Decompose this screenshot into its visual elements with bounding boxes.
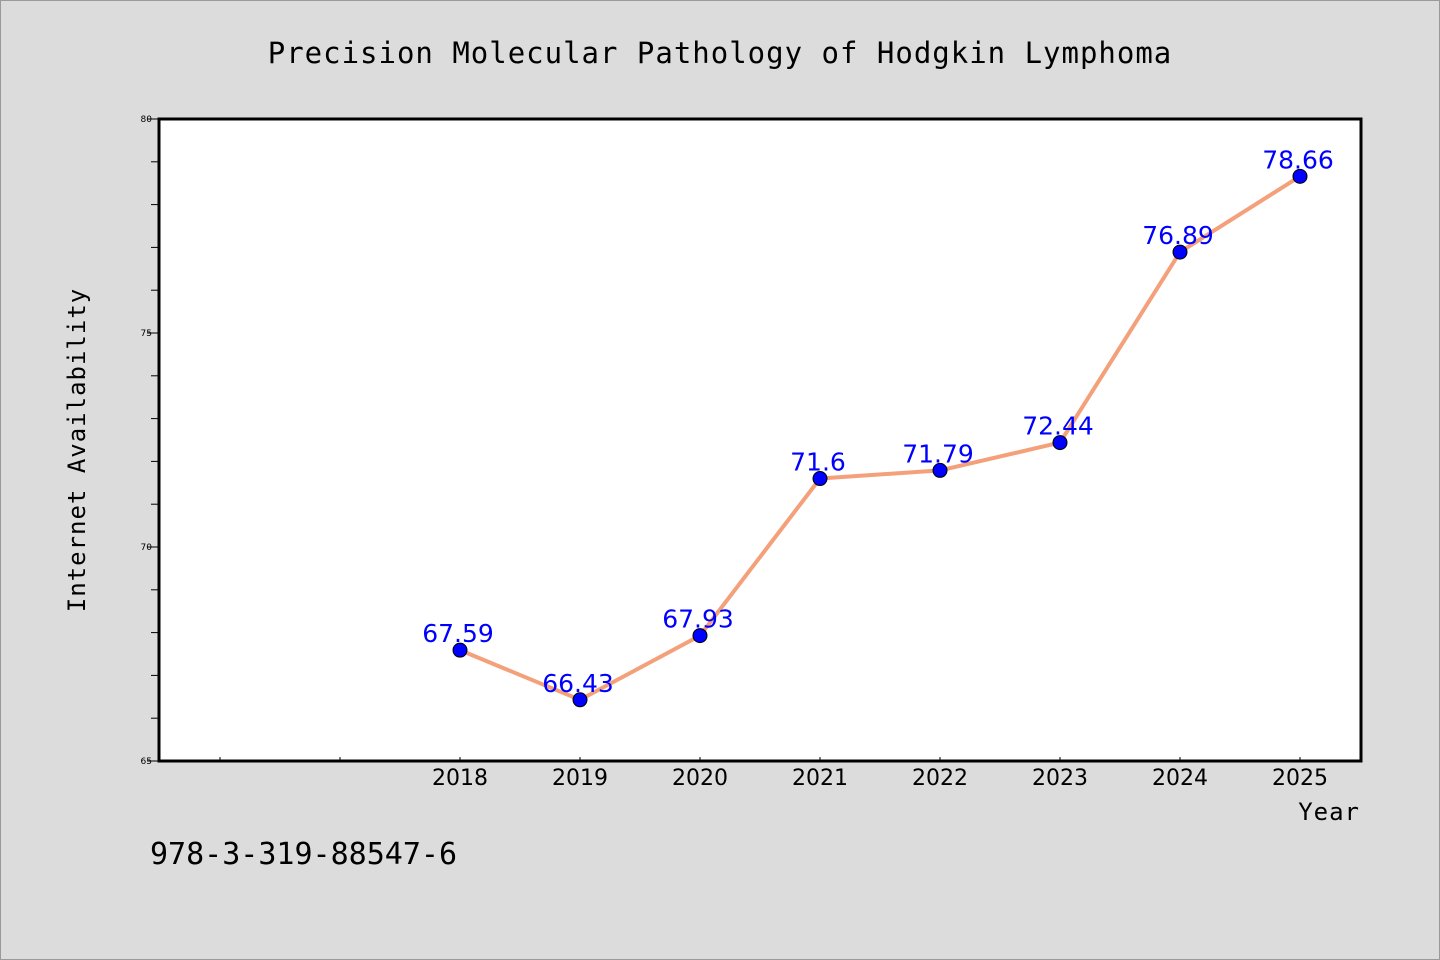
data-point <box>932 462 948 478</box>
data-label: 72.44 <box>1022 412 1094 441</box>
data-point <box>812 471 828 487</box>
y-tick-label: 75 <box>141 329 152 339</box>
x-axis-title: Year <box>1298 798 1360 826</box>
data-point <box>452 642 468 658</box>
x-axis: 2018 2019 2020 2021 2022 2023 2024 2025 <box>219 757 1328 791</box>
series-line <box>458 174 1302 702</box>
y-axis-title: Internet Availability <box>63 288 91 612</box>
data-label: 67.93 <box>662 605 734 634</box>
data-label: 71.79 <box>902 439 974 468</box>
chart-title: Precision Molecular Pathology of Hodgkin… <box>268 36 1173 70</box>
y-tick-label: 65 <box>141 757 152 767</box>
data-point <box>692 628 708 644</box>
y-tick-label: 80 <box>141 115 153 125</box>
y-axis: 65 70 75 80 <box>141 115 159 767</box>
data-point <box>1172 244 1188 260</box>
plot-area <box>157 117 1363 763</box>
data-point <box>572 692 588 708</box>
x-tick-label: 2018 <box>432 766 488 791</box>
y-tick-label: 70 <box>141 543 153 553</box>
data-label: 66.43 <box>542 669 614 698</box>
x-tick-label: 2021 <box>792 766 848 791</box>
x-tick-label: 2019 <box>552 766 608 791</box>
x-tick-label: 2022 <box>912 766 968 791</box>
data-point <box>1292 168 1308 184</box>
data-label: 76.89 <box>1142 221 1214 250</box>
x-tick-label: 2020 <box>672 766 728 791</box>
data-label: 67.59 <box>422 619 494 648</box>
data-label: 78.66 <box>1262 145 1334 174</box>
data-point <box>1052 435 1068 451</box>
x-tick-label: 2024 <box>1152 766 1208 791</box>
data-label: 71.6 <box>790 448 846 477</box>
isbn-label: 978-3-319-88547-6 <box>150 837 457 872</box>
series-layer: 67.59 66.43 67.93 71.6 71.79 72.44 76.89 78.66 <box>422 145 1334 708</box>
x-tick-label: 2023 <box>1032 766 1088 791</box>
x-tick-label: 2025 <box>1272 766 1328 791</box>
